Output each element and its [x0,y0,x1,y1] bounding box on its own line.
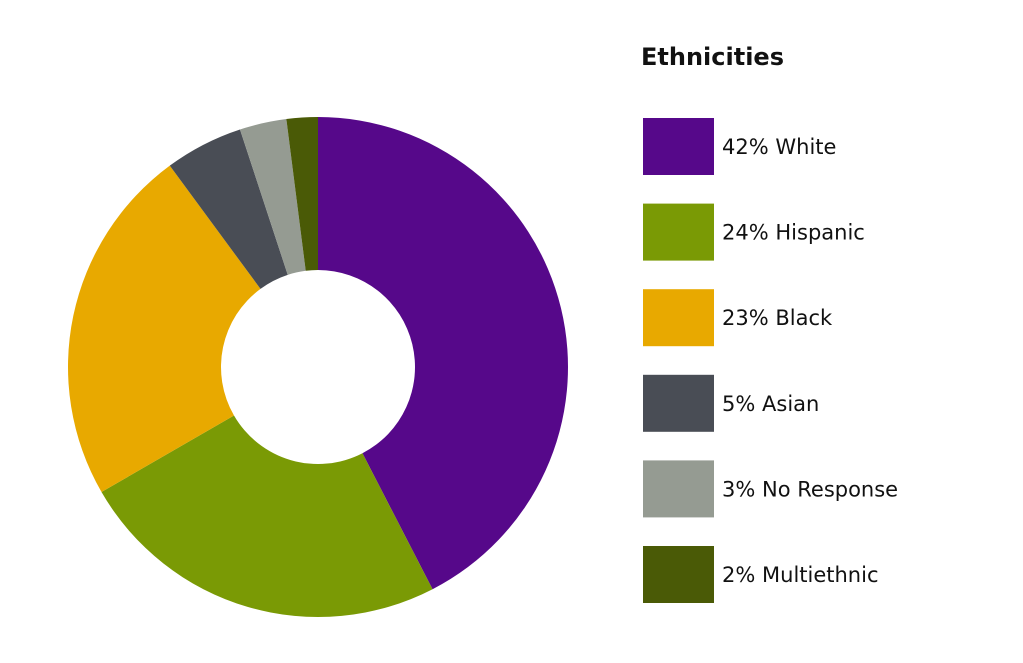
donut-slice [169,129,288,289]
donut-slice [239,119,306,275]
legend-swatch [643,546,714,603]
legend-category: Black [775,306,833,330]
legend-value: 2% [722,563,755,587]
legend-category: Multiethnic [762,563,878,587]
legend-value: 5% [722,392,755,416]
legend-swatch [643,289,714,347]
legend-label: 42% White [722,135,836,159]
legend-value: 42% [722,135,769,159]
legend-swatch [643,118,714,175]
legend-label: 2% Multiethnic [722,563,879,587]
legend-label: 5% Asian [722,392,819,416]
legend-swatch [643,203,714,261]
legend-swatch [643,460,714,518]
legend-title: Ethnicities [641,43,784,71]
legend-category: Hispanic [775,221,864,245]
legend-value: 23% [722,306,769,330]
donut-slice [318,117,569,590]
donut-slice [286,117,318,271]
donut-slice [101,415,433,617]
legend-label: 23% Black [722,306,833,330]
legend-value: 3% [722,477,755,501]
legend-category: Asian [762,392,819,416]
legend-swatch [643,374,714,432]
donut-slice [67,165,261,492]
legend-category: No Response [762,477,898,501]
legend-label: 24% Hispanic [722,221,865,245]
legend-label: 3% No Response [722,477,898,501]
legend-value: 24% [722,221,769,245]
legend-category: White [775,135,836,159]
